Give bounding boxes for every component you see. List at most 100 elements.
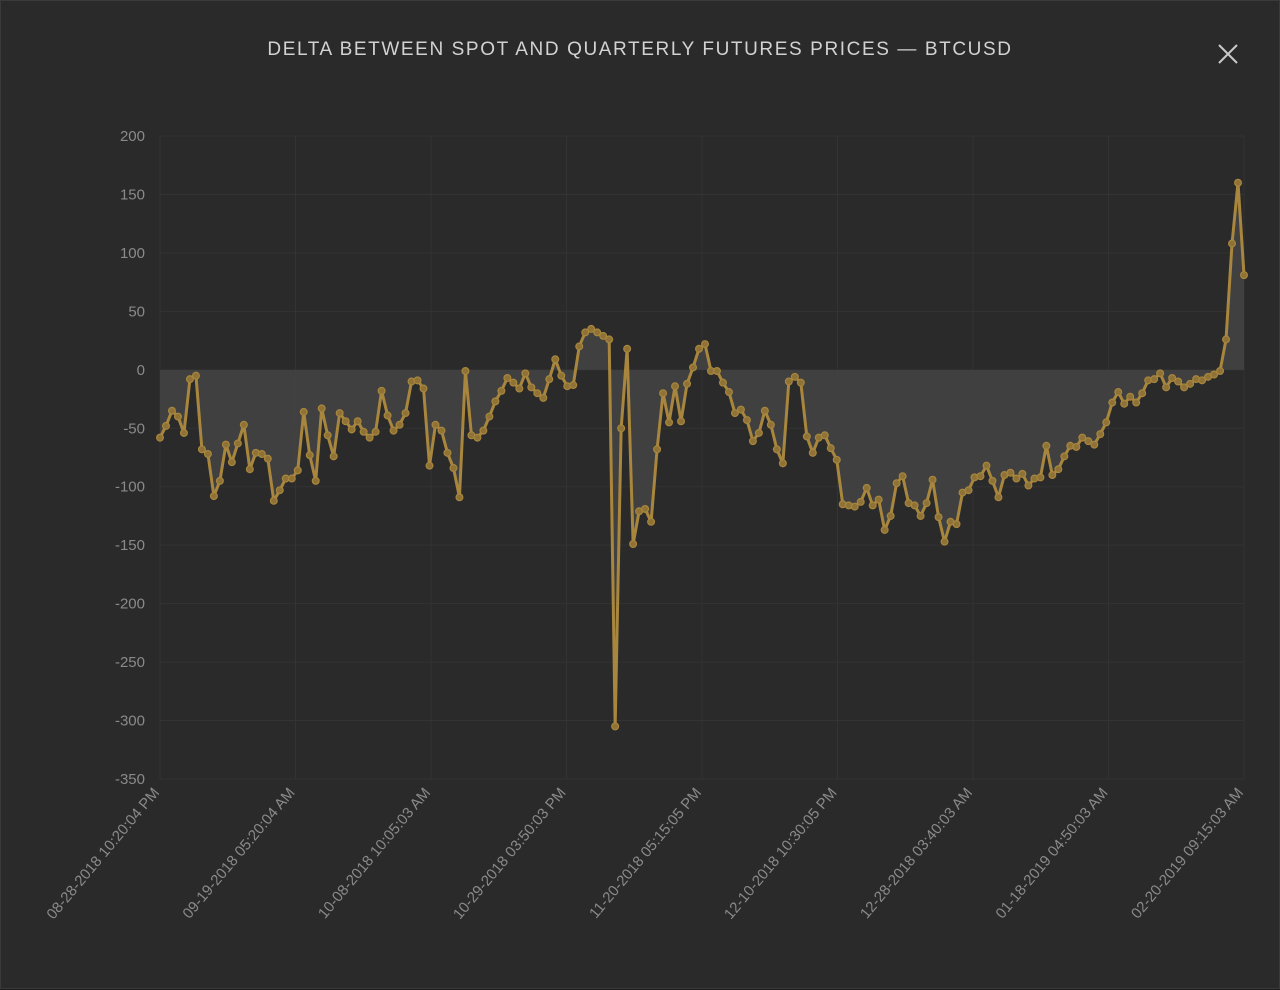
data-point[interactable] <box>940 537 949 546</box>
data-point[interactable] <box>1174 377 1183 386</box>
data-point[interactable] <box>611 722 620 731</box>
data-point[interactable] <box>1054 465 1063 474</box>
data-point[interactable] <box>521 369 530 378</box>
data-point[interactable] <box>1168 374 1177 383</box>
data-point[interactable] <box>515 384 524 393</box>
data-point[interactable] <box>724 388 733 397</box>
data-point[interactable] <box>1156 369 1165 378</box>
data-point[interactable] <box>1234 178 1243 187</box>
data-point[interactable] <box>641 504 650 513</box>
data-point[interactable] <box>1078 433 1087 442</box>
data-point[interactable] <box>479 426 488 435</box>
data-point[interactable] <box>449 464 458 473</box>
data-point[interactable] <box>551 355 560 364</box>
data-point[interactable] <box>353 417 362 426</box>
data-point[interactable] <box>1102 418 1111 427</box>
data-point[interactable] <box>760 406 769 415</box>
data-point[interactable] <box>665 418 674 427</box>
data-point[interactable] <box>856 497 865 506</box>
data-point[interactable] <box>401 409 410 418</box>
data-point[interactable] <box>1108 398 1117 407</box>
data-point[interactable] <box>790 372 799 381</box>
data-point[interactable] <box>1222 335 1231 344</box>
data-point[interactable] <box>371 427 380 436</box>
data-point[interactable] <box>1126 392 1135 401</box>
data-point[interactable] <box>503 374 512 383</box>
data-point[interactable] <box>275 486 284 495</box>
data-point[interactable] <box>425 461 434 470</box>
data-point[interactable] <box>898 472 907 481</box>
data-point[interactable] <box>311 476 320 485</box>
data-point[interactable] <box>892 479 901 488</box>
data-point[interactable] <box>623 344 632 353</box>
data-point[interactable] <box>227 458 236 467</box>
data-point[interactable] <box>952 520 961 529</box>
data-point[interactable] <box>712 366 721 375</box>
data-point[interactable] <box>826 444 835 453</box>
data-point[interactable] <box>742 416 751 425</box>
data-point[interactable] <box>1216 366 1225 375</box>
data-point[interactable] <box>629 540 638 549</box>
data-point[interactable] <box>257 449 266 458</box>
close-icon[interactable] <box>1213 39 1243 69</box>
data-point[interactable] <box>910 501 919 510</box>
data-point[interactable] <box>1072 442 1081 451</box>
data-point[interactable] <box>413 376 422 385</box>
data-point[interactable] <box>754 428 763 437</box>
data-point[interactable] <box>1096 430 1105 439</box>
data-point[interactable] <box>1186 379 1195 388</box>
data-point[interactable] <box>545 375 554 384</box>
data-point[interactable] <box>581 328 590 337</box>
data-point[interactable] <box>539 393 548 402</box>
data-point[interactable] <box>862 483 871 492</box>
data-point[interactable] <box>820 431 829 440</box>
data-point[interactable] <box>784 377 793 386</box>
data-point[interactable] <box>850 502 859 511</box>
data-point[interactable] <box>1132 398 1141 407</box>
data-point[interactable] <box>209 492 218 501</box>
data-point[interactable] <box>299 407 308 416</box>
data-point[interactable] <box>377 386 386 395</box>
data-point[interactable] <box>1150 375 1159 384</box>
data-point[interactable] <box>239 420 248 429</box>
data-point[interactable] <box>335 409 344 418</box>
data-point[interactable] <box>1084 437 1093 446</box>
data-point[interactable] <box>395 420 404 429</box>
data-point[interactable] <box>305 451 314 460</box>
data-point[interactable] <box>736 405 745 414</box>
data-point[interactable] <box>161 421 170 430</box>
data-point[interactable] <box>557 371 566 380</box>
data-point[interactable] <box>1012 474 1021 483</box>
data-point[interactable] <box>323 431 332 440</box>
data-point[interactable] <box>982 461 991 470</box>
data-point[interactable] <box>156 433 165 442</box>
data-point[interactable] <box>1239 271 1248 280</box>
data-point[interactable] <box>832 455 841 464</box>
data-point[interactable] <box>778 459 787 468</box>
data-point[interactable] <box>485 412 494 421</box>
data-point[interactable] <box>293 466 302 475</box>
data-point[interactable] <box>718 378 727 387</box>
data-point[interactable] <box>1018 469 1027 478</box>
data-point[interactable] <box>359 427 368 436</box>
data-point[interactable] <box>1036 473 1045 482</box>
data-point[interactable] <box>185 375 194 384</box>
data-point[interactable] <box>347 425 356 434</box>
data-point[interactable] <box>437 426 446 435</box>
data-point[interactable] <box>593 328 602 337</box>
data-point[interactable] <box>934 513 943 522</box>
data-point[interactable] <box>587 324 596 333</box>
data-point[interactable] <box>766 420 775 429</box>
data-point[interactable] <box>527 383 536 392</box>
data-point[interactable] <box>677 417 686 426</box>
data-point[interactable] <box>443 448 452 457</box>
data-point[interactable] <box>1042 441 1051 450</box>
data-point[interactable] <box>1228 239 1237 248</box>
data-point[interactable] <box>748 437 757 446</box>
data-point[interactable] <box>988 476 997 485</box>
data-point[interactable] <box>179 428 188 437</box>
data-point[interactable] <box>683 379 692 388</box>
data-point[interactable] <box>497 386 506 395</box>
data-point[interactable] <box>647 517 656 526</box>
data-point[interactable] <box>1138 389 1147 398</box>
